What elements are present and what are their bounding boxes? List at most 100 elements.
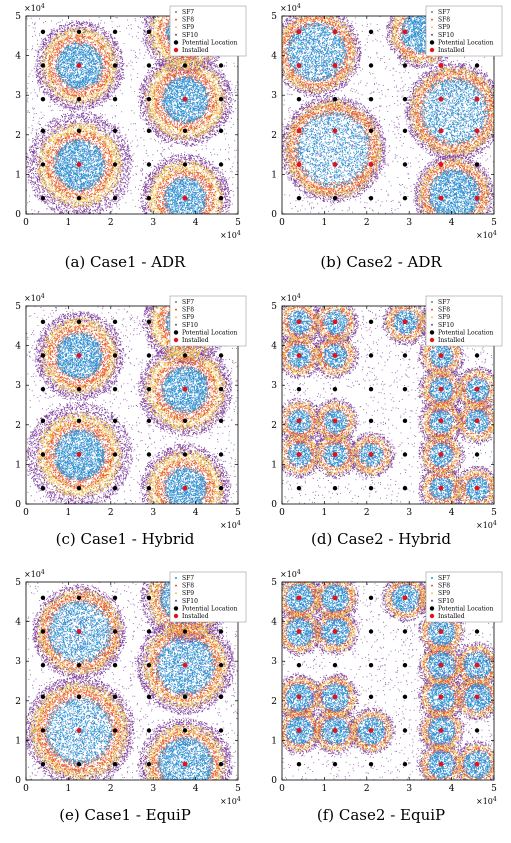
potential-location-point (219, 695, 223, 699)
potential-location-point (219, 762, 223, 766)
potential-location-point (475, 353, 479, 357)
y-tick-label: 5 (271, 12, 277, 22)
scatter-plot-c: 0 1 2 3 4 5012345×104×104SF7SF8SF9SF10Potenti… (0, 290, 250, 540)
potential-location-point (219, 63, 223, 67)
potential-location-point (113, 196, 117, 200)
potential-location-point (403, 196, 407, 200)
x-tick-label: 0 (23, 218, 29, 228)
potential-location-point (219, 728, 223, 732)
installed-point (333, 595, 338, 600)
potential-location-point (403, 486, 407, 490)
legend-marker (431, 577, 433, 579)
installed-point (439, 762, 444, 767)
potential-location-point (41, 320, 45, 324)
legend-marker (175, 600, 177, 602)
legend-label: SF7 (438, 575, 450, 582)
potential-location-point (41, 663, 45, 667)
legend-marker (175, 301, 177, 303)
installed-point (475, 387, 480, 392)
x-tick-label: 3 (406, 218, 412, 228)
legend-label: Installed (438, 613, 465, 620)
panel-caption: (e) Case1 - EquiP (0, 806, 250, 824)
legend-label: Potential Location (438, 605, 493, 612)
potential-location-point (147, 629, 151, 633)
installed-point (439, 63, 444, 68)
legend-label: SF7 (438, 299, 450, 306)
legend-marker (431, 11, 433, 13)
legend-label: SF10 (182, 598, 198, 605)
legend-marker (431, 19, 433, 21)
legend-label: Installed (438, 337, 465, 344)
legend-marker (431, 34, 433, 36)
x-tick-label: 0 (279, 508, 285, 518)
y-tick-label: 0 (15, 500, 21, 510)
potential-location-point (403, 695, 407, 699)
potential-location-point (297, 663, 301, 667)
x-tick-label: 0 (23, 784, 29, 794)
installed-point (77, 63, 82, 68)
installed-point (439, 387, 444, 392)
potential-location-point (369, 762, 373, 766)
panel-d: 0 1 2 3 4 5 0 1 2 3 4 5 ×104 ×104 SF7 SF8 SF9 SF10 Potenti… (256, 290, 506, 564)
legend-label: SF10 (438, 598, 454, 605)
installed-point (369, 728, 374, 733)
panel-caption: (d) Case2 - Hybrid (256, 530, 506, 548)
potential-location-point (147, 353, 151, 357)
legend-marker (175, 324, 177, 326)
potential-location-point (147, 596, 151, 600)
potential-location-point (41, 97, 45, 101)
potential-location-point (369, 486, 373, 490)
legend-marker (431, 592, 433, 594)
installed-point (403, 595, 408, 600)
y-tick-label: 1 (15, 736, 21, 746)
x-tick-label: 0 (279, 218, 285, 228)
x-tick-label: 4 (449, 218, 455, 228)
legend-label: SF8 (438, 583, 450, 590)
installed-point (297, 29, 302, 34)
legend-label: SF9 (438, 590, 450, 597)
panel-caption: (f) Case2 - EquiP (256, 806, 506, 824)
y-axis-multiplier: ×104 (24, 293, 45, 303)
installed-point (439, 196, 444, 201)
x-tick-label: 0 (279, 784, 285, 794)
x-tick-label: 2 (364, 508, 370, 518)
potential-location-point (147, 695, 151, 699)
installed-point (333, 162, 338, 167)
potential-location-point (113, 387, 117, 391)
x-axis-multiplier: ×104 (476, 230, 497, 240)
x-tick-label: 3 (150, 218, 156, 228)
potential-location-point (77, 596, 81, 600)
potential-location-point (147, 663, 151, 667)
installed-point (369, 452, 374, 457)
y-tick-label: 4 (271, 52, 277, 62)
potential-location-point (147, 162, 151, 166)
x-tick-label: 3 (150, 784, 156, 794)
x-axis-multiplier: ×104 (476, 520, 497, 530)
y-tick-label: 3 (15, 381, 21, 391)
y-tick-label: 4 (15, 618, 21, 628)
potential-location-point (41, 387, 45, 391)
panel-e: 0 1 2 3 4 5 0 1 2 3 4 5 ×104 ×104 SF7 SF8 SF9 SF10 Potenti… (0, 566, 250, 840)
y-tick-label: 0 (15, 776, 21, 786)
legend-label: SF7 (438, 9, 450, 16)
installed-point (439, 128, 444, 133)
potential-location-point (475, 63, 479, 67)
potential-location-point (41, 452, 45, 456)
x-tick-label: 2 (364, 784, 370, 794)
potential-location-point (147, 486, 151, 490)
potential-location-point (41, 728, 45, 732)
potential-location-point (41, 63, 45, 67)
potential-location-point (183, 695, 187, 699)
installed-point (333, 418, 338, 423)
y-tick-label: 2 (271, 697, 277, 707)
installed-point (369, 162, 374, 167)
y-tick-label: 4 (271, 342, 277, 352)
installed-point (297, 629, 302, 634)
potential-location-point (369, 30, 373, 34)
installed-point (439, 418, 444, 423)
legend-marker (175, 309, 177, 311)
legend-marker (430, 330, 434, 334)
installed-point (333, 29, 338, 34)
potential-location-point (113, 629, 117, 633)
legend-marker (430, 40, 434, 44)
